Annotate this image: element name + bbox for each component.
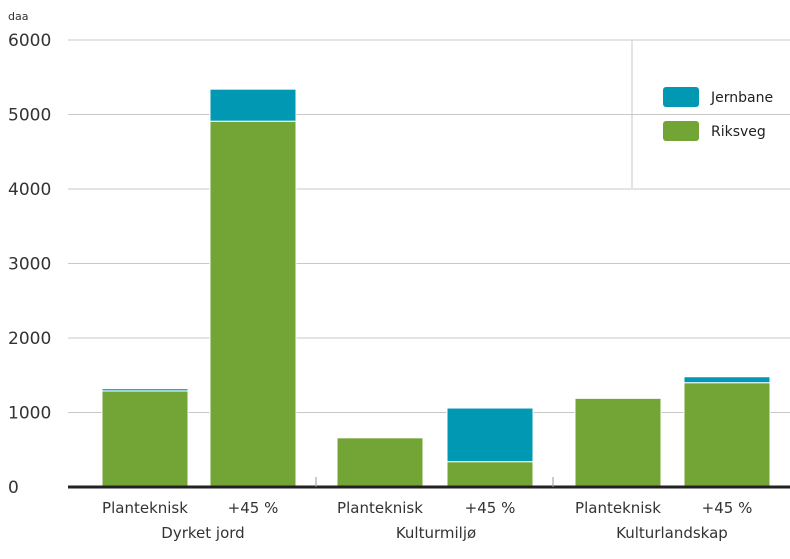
- y-tick-label: 6000: [8, 31, 51, 51]
- bar-segment-riksveg: Riksveg: 1400: [683, 382, 771, 488]
- x-category-label: Planteknisk: [102, 499, 188, 517]
- bar-segment-riksveg: Riksveg: 660: [336, 437, 424, 488]
- y-tick-label: 3000: [8, 255, 51, 275]
- x-group-label: Kulturlandskap: [616, 524, 728, 542]
- grid-lines: [68, 39, 790, 413]
- x-category-label: +45 %: [465, 499, 516, 517]
- legend-swatch-jernbane: [663, 87, 699, 107]
- x-category-label: +45 %: [702, 499, 753, 517]
- legend-swatch-riksveg: [663, 121, 699, 141]
- y-tick-label: 4000: [8, 180, 51, 200]
- bar-segment-riksveg: Riksveg: 1190: [574, 397, 662, 488]
- legend: Jernbane Riksveg: [631, 40, 773, 188]
- x-group-label: Kulturmiljø: [396, 524, 476, 542]
- x-category-label: +45 %: [228, 499, 279, 517]
- bar-segment-riksveg: Riksveg: 1290: [101, 390, 189, 488]
- bar-segment-jernbane: Jernbane: 30: [101, 388, 189, 392]
- legend-label-riksveg: Riksveg: [711, 124, 766, 140]
- y-tick-label: 1000: [8, 404, 51, 424]
- y-unit-label: daa: [8, 10, 28, 23]
- y-tick-label: 5000: [8, 106, 51, 126]
- bar-segment-jernbane: Jernbane: 80: [683, 376, 771, 384]
- x-category-labels: Planteknisk +45 % Planteknisk +45 % Plantekn…: [102, 499, 752, 517]
- legend-label-jernbane: Jernbane: [710, 90, 773, 106]
- x-category-label: Planteknisk: [575, 499, 661, 517]
- bar-segment-jernbane: Jernbane: 430: [209, 88, 297, 122]
- y-tick-label: 2000: [8, 329, 51, 349]
- x-group-label: Dyrket jord: [161, 524, 244, 542]
- group-separators: [315, 477, 554, 487]
- bar-segment-riksveg: Riksveg: 340: [446, 461, 534, 488]
- x-category-label: Planteknisk: [337, 499, 423, 517]
- y-tick-label: 0: [8, 478, 19, 498]
- bar-segment-jernbane: Jernbane: 720: [446, 407, 534, 463]
- y-tick-labels: 0 1000 2000 3000 4000 5000 6000: [8, 31, 51, 498]
- x-group-labels: Dyrket jord Kulturmiljø Kulturlandskap: [161, 524, 728, 542]
- bars: Riksveg: 1290Jernbane: 30Riksveg: 4910Je…: [101, 88, 771, 488]
- bar-segment-riksveg: Riksveg: 4910: [209, 120, 297, 488]
